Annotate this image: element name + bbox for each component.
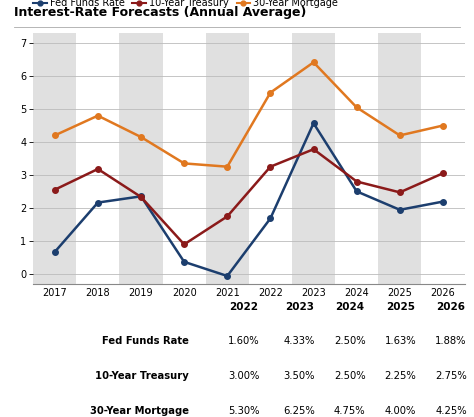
Text: 2024: 2024	[335, 302, 365, 312]
Text: 30-Year Mortgage: 30-Year Mortgage	[90, 406, 189, 416]
Text: 2023: 2023	[285, 302, 314, 312]
Text: 3.00%: 3.00%	[228, 371, 260, 381]
Text: 1.88%: 1.88%	[435, 336, 467, 346]
Bar	[292, 33, 335, 284]
Text: 2026: 2026	[437, 302, 465, 312]
Bar	[33, 33, 76, 284]
Text: 2025: 2025	[386, 302, 415, 312]
Bar	[206, 33, 249, 284]
Text: 2.75%: 2.75%	[435, 371, 467, 381]
Text: 2.50%: 2.50%	[334, 371, 365, 381]
Text: 1.63%: 1.63%	[384, 336, 416, 346]
Legend: Fed Funds Rate, 10-Year Treasury, 30-Year Mortgage: Fed Funds Rate, 10-Year Treasury, 30-Yea…	[29, 0, 342, 12]
Text: 10-Year Treasury: 10-Year Treasury	[95, 371, 189, 381]
Text: 1.60%: 1.60%	[228, 336, 260, 346]
Text: 5.30%: 5.30%	[228, 406, 260, 416]
Text: 4.33%: 4.33%	[283, 336, 315, 346]
Text: 4.25%: 4.25%	[435, 406, 467, 416]
Text: Interest-Rate Forecasts (Annual Average): Interest-Rate Forecasts (Annual Average)	[14, 6, 307, 19]
Text: 4.75%: 4.75%	[334, 406, 365, 416]
Text: 2.25%: 2.25%	[384, 371, 416, 381]
Text: Fed Funds Rate: Fed Funds Rate	[102, 336, 189, 346]
Bar	[378, 33, 421, 284]
Text: 2022: 2022	[229, 302, 259, 312]
Text: 3.50%: 3.50%	[283, 371, 315, 381]
Text: 6.25%: 6.25%	[283, 406, 315, 416]
Bar	[119, 33, 163, 284]
Text: 2.50%: 2.50%	[334, 336, 365, 346]
Text: 4.00%: 4.00%	[385, 406, 416, 416]
